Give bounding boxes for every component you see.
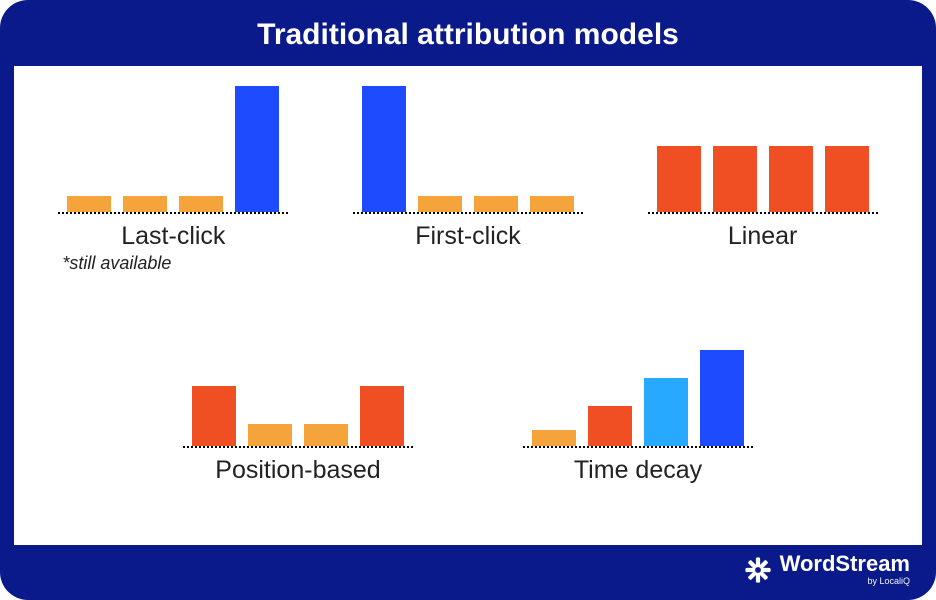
bars-last-click [58, 84, 288, 214]
wordstream-logo-icon [744, 556, 772, 584]
model-label: Position-based [215, 456, 380, 485]
bar [657, 146, 701, 212]
bar [474, 196, 518, 212]
bar [67, 196, 111, 212]
model-time-decay: Time decay [523, 318, 753, 485]
model-last-click: Last-click*still available [58, 84, 288, 274]
title: Traditional attribution models [0, 0, 936, 66]
footer-brand-block: WordStream by LocaliQ [780, 553, 910, 586]
bar [769, 146, 813, 212]
bars-time-decay [523, 318, 753, 448]
bar [713, 146, 757, 212]
canvas: Last-click*still available First-click Lin… [14, 66, 922, 545]
bar [304, 424, 348, 446]
bar [123, 196, 167, 212]
model-first-click: First-click [353, 84, 583, 251]
bar [360, 386, 404, 446]
bar [530, 196, 574, 212]
bar [179, 196, 223, 212]
footer-brand: WordStream [780, 553, 910, 575]
bars-first-click [353, 84, 583, 214]
row-1: Last-click*still available First-click Lin… [26, 84, 910, 274]
bar [644, 378, 688, 446]
bar [825, 146, 869, 212]
bars-position-based [183, 318, 413, 448]
bar [362, 86, 406, 212]
bar [588, 406, 632, 446]
footer-byline: by LocaliQ [780, 577, 910, 586]
bar [235, 86, 279, 212]
bars-linear [648, 84, 878, 214]
footer: WordStream by LocaliQ [0, 545, 936, 600]
model-position-based: Position-based [183, 318, 413, 485]
row-2: Position-based Time decay [26, 318, 910, 485]
model-linear: Linear [648, 84, 878, 251]
model-sublabel: *still available [62, 253, 171, 274]
bar [532, 430, 576, 446]
bar [700, 350, 744, 446]
bar [192, 386, 236, 446]
bar [248, 424, 292, 446]
model-label: First-click [415, 222, 521, 251]
model-label: Last-click [121, 222, 225, 251]
infographic-frame: Traditional attribution models Last-clic… [0, 0, 936, 600]
model-label: Time decay [574, 456, 702, 485]
bar [418, 196, 462, 212]
model-label: Linear [728, 222, 798, 251]
